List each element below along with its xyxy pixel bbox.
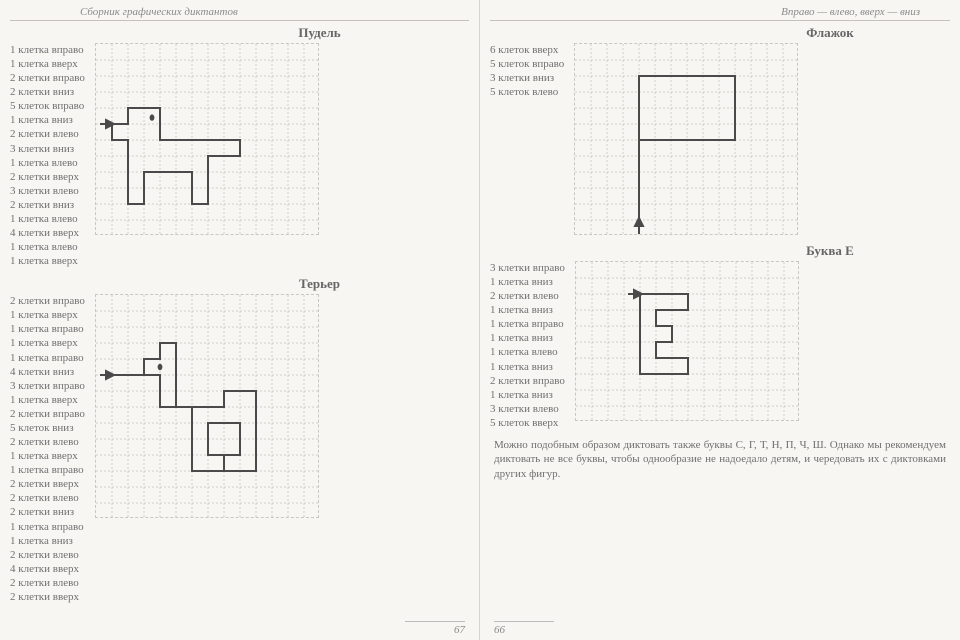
instruction-line: 1 клетка вниз	[490, 360, 565, 374]
instruction-line: 5 клеток вправо	[10, 99, 85, 113]
instruction-line: 5 клеток вниз	[10, 421, 85, 435]
grid-figure	[575, 261, 799, 430]
instruction-line: 2 клетки вправо	[490, 374, 565, 388]
instruction-line: 2 клетки вправо	[10, 294, 85, 308]
instruction-line: 1 клетка вверх	[10, 57, 85, 71]
instruction-line: 1 клетка вниз	[10, 113, 85, 127]
instruction-line: 3 клетки влево	[490, 402, 565, 416]
instruction-line: 2 клетки вверх	[10, 590, 85, 604]
page-left: Сборник графических диктантов Пудель 1 к…	[0, 0, 480, 640]
instruction-line: 1 клетка влево	[10, 156, 85, 170]
instruction-line: 3 клетки вниз	[10, 142, 85, 156]
page-number-right: 66	[494, 621, 554, 636]
instruction-line: 6 клеток вверх	[490, 43, 564, 57]
instruction-line: 1 клетка вниз	[490, 331, 565, 345]
instruction-line: 2 клетки вверх	[10, 170, 85, 184]
instruction-line: 2 клетки вправо	[10, 71, 85, 85]
instruction-line: 1 клетка вниз	[490, 388, 565, 402]
instruction-line: 1 клетка вниз	[490, 275, 565, 289]
instruction-line: 2 клетки влево	[10, 435, 85, 449]
grid-figure	[95, 294, 319, 604]
instruction-line: 3 клетки вправо	[10, 379, 85, 393]
instruction-line: 1 клетка вправо	[10, 463, 85, 477]
instruction-line: 1 клетка влево	[10, 240, 85, 254]
instruction-line: 1 клетка вправо	[490, 317, 565, 331]
exercise-title: Пудель	[10, 25, 469, 41]
instruction-line: 2 клетки влево	[10, 576, 85, 590]
instruction-line: 4 клетки вверх	[10, 226, 85, 240]
instruction-line: 5 клеток вправо	[490, 57, 564, 71]
header-left: Сборник графических диктантов	[10, 6, 469, 21]
exercise-title: Терьер	[10, 276, 469, 292]
page-right: Вправо — влево, вверх — вниз Флажок 6 кл…	[480, 0, 960, 640]
instruction-line: 1 клетка вниз	[10, 534, 85, 548]
instruction-line: 4 клетки вверх	[10, 562, 85, 576]
instruction-line: 2 клетки вправо	[10, 407, 85, 421]
exercise: 1 клетка вправо1 клетка вверх2 клетки вп…	[10, 43, 469, 268]
instruction-line: 1 клетка вправо	[10, 322, 85, 336]
instruction-line: 1 клетка вниз	[490, 303, 565, 317]
instruction-line: 2 клетки влево	[490, 289, 565, 303]
grid-figure	[574, 43, 798, 235]
exercise: 3 клетки вправо1 клетка вниз2 клетки вле…	[490, 261, 950, 430]
instruction-line: 1 клетка вверх	[10, 254, 85, 268]
instruction-list: 2 клетки вправо1 клетка вверх1 клетка вп…	[10, 294, 85, 604]
instruction-line: 2 клетки вверх	[10, 477, 85, 491]
grid-figure	[95, 43, 319, 268]
instruction-line: 2 клетки вниз	[10, 505, 85, 519]
instruction-line: 1 клетка вверх	[10, 393, 85, 407]
footnote: Можно подобным образом диктовать также б…	[490, 438, 950, 481]
instruction-line: 5 клеток вверх	[490, 416, 565, 430]
instruction-line: 1 клетка вправо	[10, 351, 85, 365]
instruction-list: 6 клеток вверх5 клеток вправо3 клетки вн…	[490, 43, 564, 235]
page-number-left: 67	[405, 621, 465, 636]
instruction-line: 5 клеток влево	[490, 85, 564, 99]
book-spread: Сборник графических диктантов Пудель 1 к…	[0, 0, 960, 640]
instruction-line: 4 клетки вниз	[10, 365, 85, 379]
instruction-line: 3 клетки вправо	[490, 261, 565, 275]
instruction-line: 1 клетка вверх	[10, 449, 85, 463]
instruction-line: 1 клетка вправо	[10, 520, 85, 534]
instruction-list: 1 клетка вправо1 клетка вверх2 клетки вп…	[10, 43, 85, 268]
header-right: Вправо — влево, вверх — вниз	[490, 6, 950, 21]
exercises-right: Флажок 6 клеток вверх5 клеток вправо3 кл…	[490, 25, 950, 430]
instruction-line: 2 клетки влево	[10, 491, 85, 505]
instruction-line: 1 клетка влево	[490, 345, 565, 359]
instruction-line: 2 клетки влево	[10, 548, 85, 562]
exercise: 6 клеток вверх5 клеток вправо3 клетки вн…	[490, 43, 950, 235]
instruction-line: 1 клетка вверх	[10, 336, 85, 350]
exercise: 2 клетки вправо1 клетка вверх1 клетка вп…	[10, 294, 469, 604]
instruction-line: 2 клетки вниз	[10, 198, 85, 212]
instruction-line: 3 клетки влево	[10, 184, 85, 198]
exercise-title: Флажок	[490, 25, 950, 41]
instruction-line: 2 клетки вниз	[10, 85, 85, 99]
instruction-list: 3 клетки вправо1 клетка вниз2 клетки вле…	[490, 261, 565, 430]
instruction-line: 2 клетки влево	[10, 127, 85, 141]
instruction-line: 1 клетка вверх	[10, 308, 85, 322]
exercise-title: Буква Е	[490, 243, 950, 259]
instruction-line: 3 клетки вниз	[490, 71, 564, 85]
exercises-left: Пудель 1 клетка вправо1 клетка вверх2 кл…	[10, 25, 469, 604]
instruction-line: 1 клетка влево	[10, 212, 85, 226]
instruction-line: 1 клетка вправо	[10, 43, 85, 57]
